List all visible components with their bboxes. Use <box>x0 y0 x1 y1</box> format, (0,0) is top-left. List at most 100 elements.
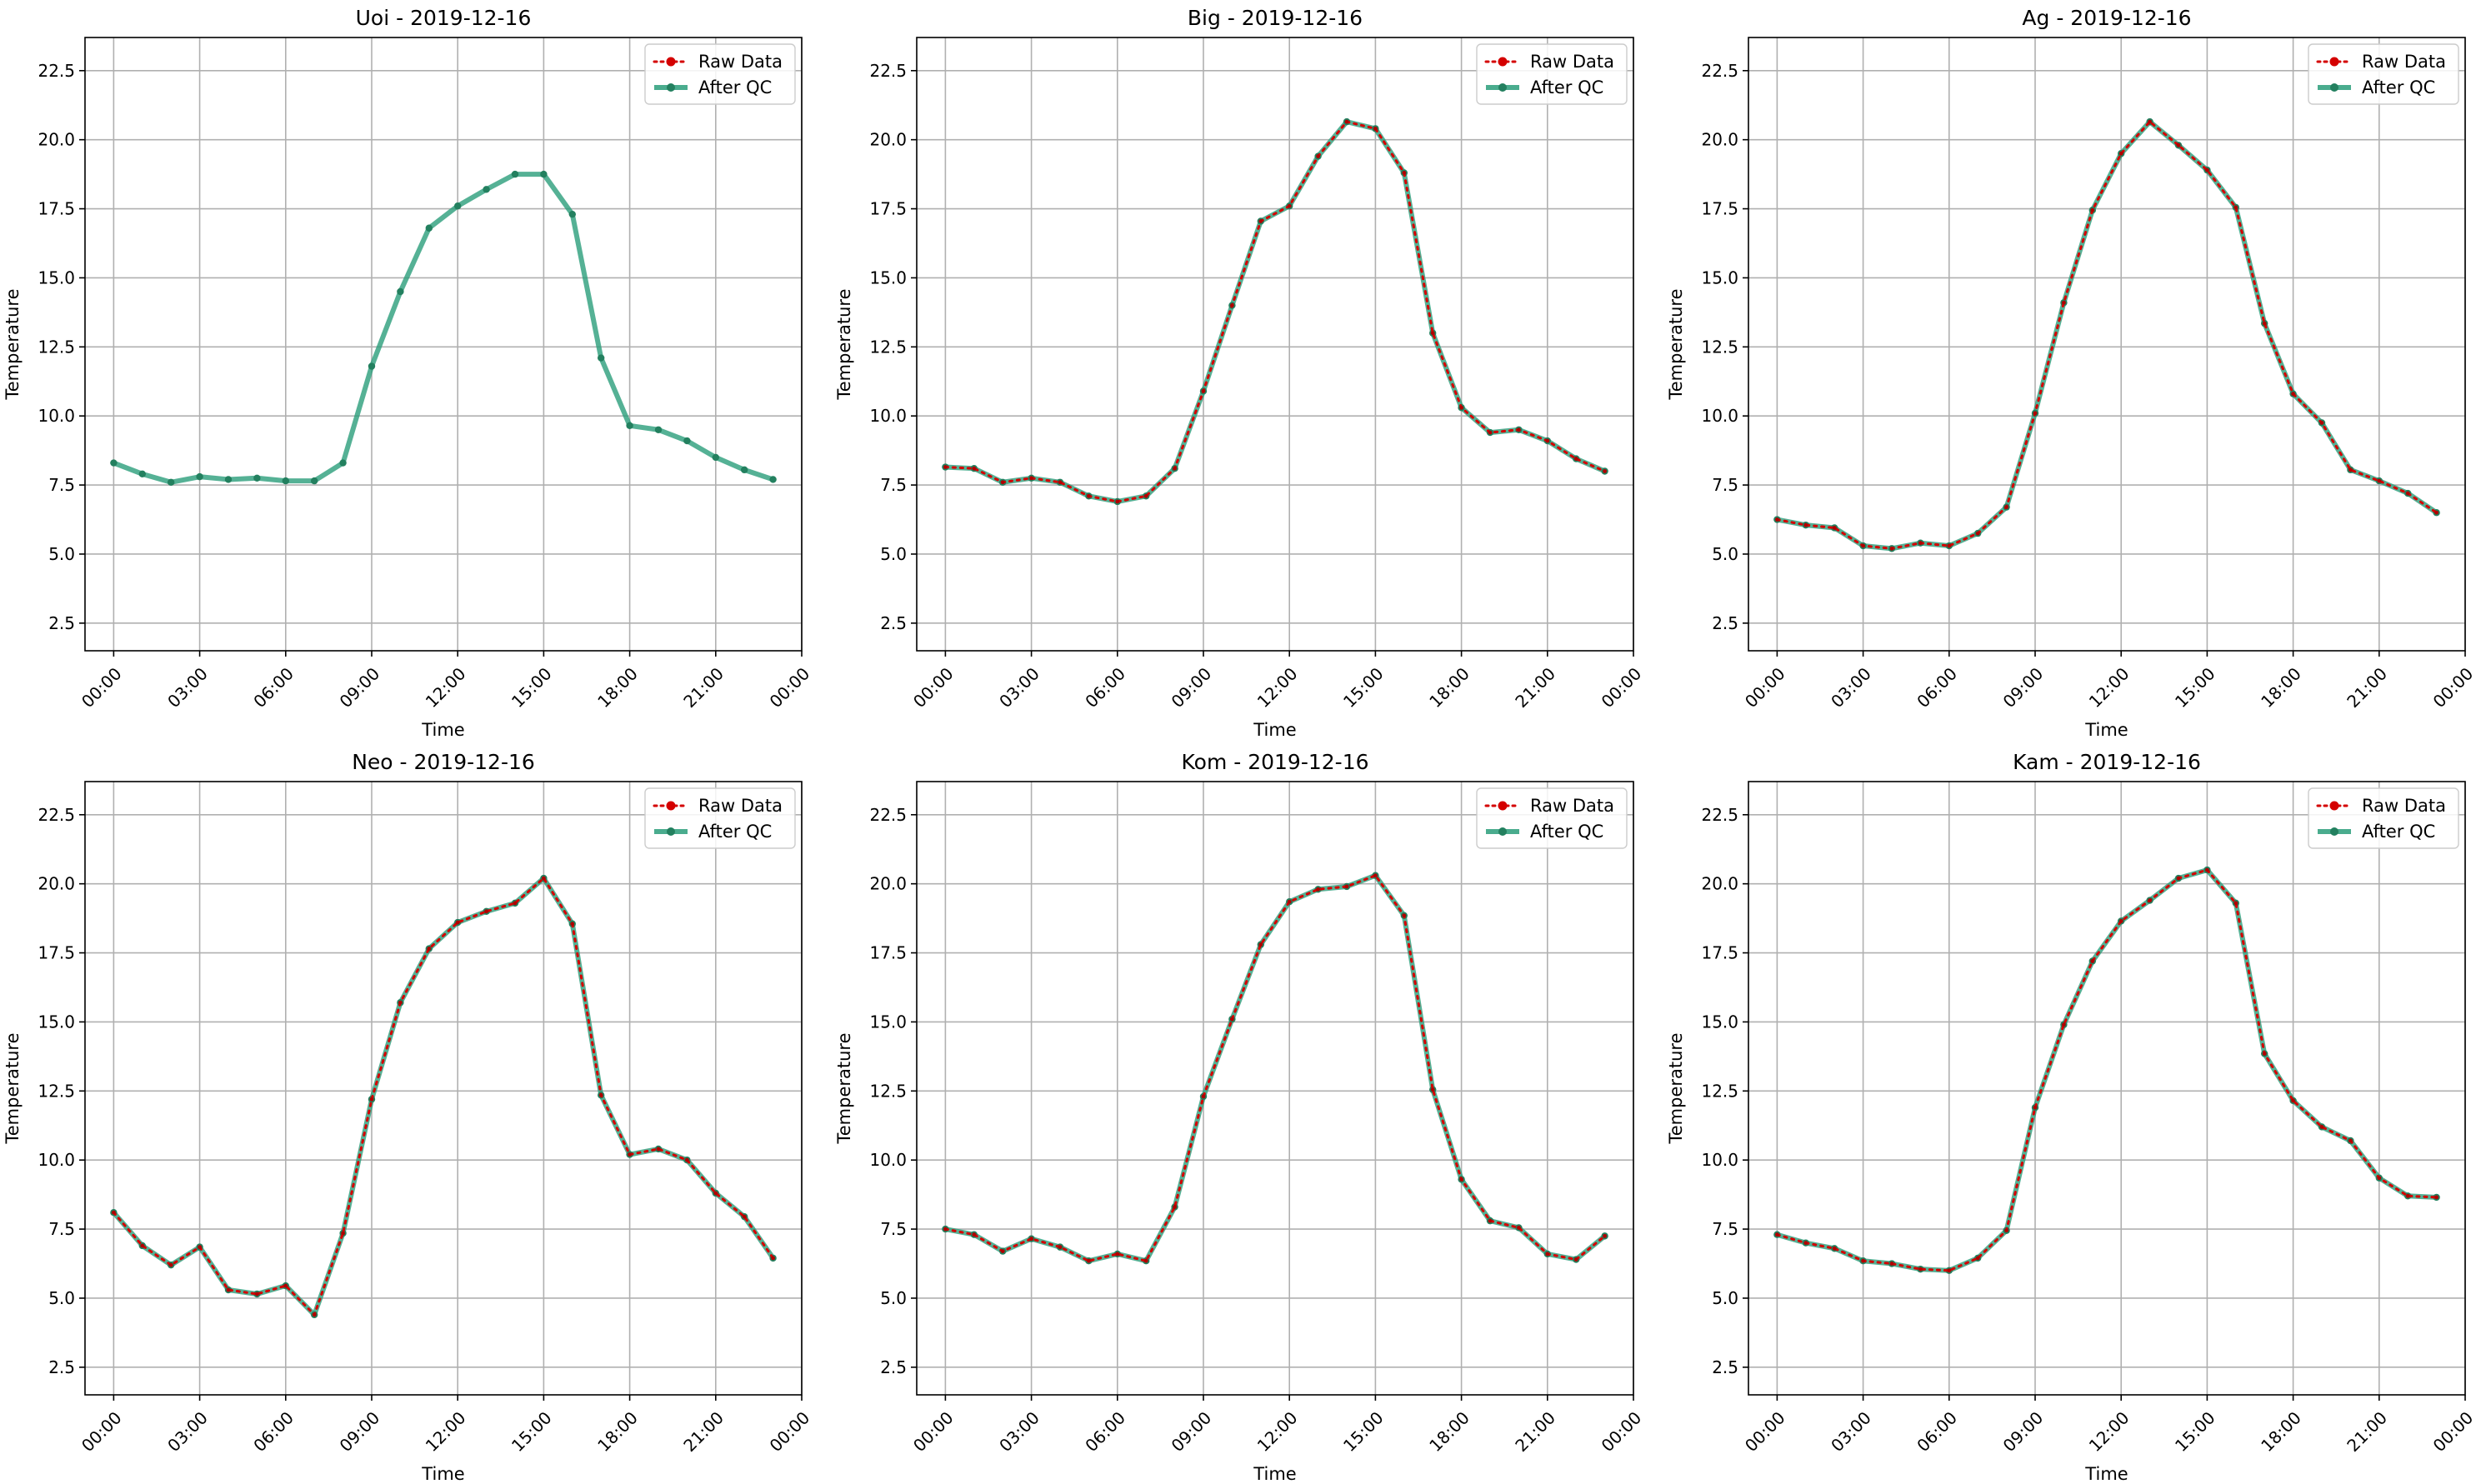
legend: Raw Data After QC <box>1476 787 1628 849</box>
after-qc-point <box>540 170 548 178</box>
raw-data-point <box>2033 411 2038 416</box>
x-tick-label: 15:00 <box>2171 1407 2219 1456</box>
after-qc-line <box>1774 867 2439 1273</box>
legend-qc-marker <box>667 83 675 92</box>
y-tick-label: 12.5 <box>869 1081 907 1101</box>
after-qc-point <box>282 477 289 485</box>
y-tick-label: 15.0 <box>869 267 907 287</box>
raw-data-point <box>1775 517 1779 522</box>
raw-data-point <box>1287 203 1292 208</box>
raw-data-point <box>255 1292 259 1297</box>
raw-data-point <box>2233 205 2238 210</box>
raw-data-line <box>1775 120 2438 550</box>
x-tick-label: 00:00 <box>1598 663 1646 712</box>
x-tick-label: 09:00 <box>336 1407 384 1456</box>
x-tick-label: 09:00 <box>336 663 384 712</box>
x-tick-label: 03:00 <box>995 1407 1043 1456</box>
y-tick-label: 20.0 <box>869 130 907 150</box>
x-tick-label: 09:00 <box>1168 1407 1216 1456</box>
raw-data-point <box>2205 867 2209 872</box>
y-axis-label: Temperature <box>1666 288 1686 400</box>
legend: Raw Data After QC <box>2308 787 2459 849</box>
raw-data-point <box>1517 427 1521 432</box>
legend-qc-marker <box>2330 83 2338 92</box>
raw-data-point <box>1143 1258 1148 1263</box>
x-tick-label: 03:00 <box>163 1407 212 1456</box>
raw-data-point <box>1373 873 1378 878</box>
after-qc-point <box>425 224 433 232</box>
after-qc-point <box>454 202 462 210</box>
x-axis-label: Time <box>2084 1464 2128 1484</box>
panel-6: 2.5 5.0 7.5 10.0 12.5 15.0 17.5 20.0 22.5 00:00 03… <box>1666 750 2477 1484</box>
raw-data-point <box>1918 541 1923 546</box>
legend-qc-label: After QC <box>698 77 772 97</box>
raw-data-point <box>2205 167 2209 172</box>
x-tick-label: 00:00 <box>909 663 958 712</box>
raw-data-point <box>168 1262 173 1267</box>
raw-data-point <box>2004 1228 2009 1233</box>
y-tick-label: 22.5 <box>38 61 75 81</box>
raw-data-point <box>2233 901 2238 906</box>
after-qc-point <box>483 186 490 193</box>
after-qc-point <box>654 426 663 433</box>
raw-data-point <box>1201 388 1206 393</box>
y-tick-label: 5.0 <box>880 544 907 564</box>
raw-data-point <box>2062 300 2066 305</box>
raw-data-point <box>972 466 977 471</box>
legend: Raw Data After QC <box>1476 43 1628 105</box>
y-tick-label: 2.5 <box>1712 613 1738 633</box>
legend-qc-marker <box>1498 83 1507 92</box>
raw-data-point <box>1889 1262 1894 1266</box>
y-tick-label: 20.0 <box>1701 874 1738 894</box>
y-tick-label: 20.0 <box>1701 130 1738 150</box>
y-tick-label: 22.5 <box>1701 805 1738 825</box>
x-tick-label: 21:00 <box>679 1407 728 1456</box>
raw-data-point <box>1143 493 1148 498</box>
y-axis-label: Temperature <box>3 288 23 400</box>
raw-data-point <box>1803 522 1808 527</box>
raw-data-point <box>656 1147 661 1152</box>
x-tick-label: 00:00 <box>1741 663 1789 712</box>
raw-data-point <box>1115 499 1120 504</box>
y-tick-label: 10.0 <box>38 406 75 426</box>
raw-data-point <box>570 922 575 927</box>
raw-data-point <box>2434 1195 2439 1200</box>
raw-data-point <box>2319 1125 2324 1129</box>
raw-data-point <box>1058 1245 1063 1250</box>
raw-data-point <box>1344 119 1349 124</box>
raw-data-point <box>2262 1052 2267 1056</box>
x-tick-label: 18:00 <box>1425 663 1473 712</box>
raw-data-point <box>2262 321 2267 326</box>
raw-data-point <box>2090 959 2095 963</box>
raw-data-point <box>2348 467 2353 472</box>
raw-data-point <box>1975 531 1980 536</box>
legend-raw-marker <box>2329 57 2339 67</box>
legend-raw-marker <box>1498 57 1508 67</box>
y-tick-label: 20.0 <box>38 874 75 894</box>
raw-data-point <box>713 1191 718 1196</box>
raw-data-point <box>2405 491 2410 496</box>
x-tick-label: 06:00 <box>1913 1407 1961 1456</box>
legend-raw-label: Raw Data <box>2362 796 2446 816</box>
y-tick-label: 17.5 <box>38 943 75 963</box>
y-tick-label: 5.0 <box>1712 1288 1738 1308</box>
x-tick-label: 18:00 <box>593 1407 642 1456</box>
raw-data-point <box>1201 1094 1206 1099</box>
legend: Raw Data After QC <box>644 787 796 849</box>
panel-1: 2.5 5.0 7.5 10.0 12.5 15.0 17.5 20.0 22.5 00:00 03… <box>3 6 813 740</box>
after-qc-line <box>111 876 776 1317</box>
y-tick-label: 12.5 <box>38 1081 75 1101</box>
y-axis-label: Temperature <box>834 288 854 400</box>
raw-data-point <box>2090 207 2095 212</box>
x-tick-label: 12:00 <box>2085 663 2133 712</box>
y-tick-label: 7.5 <box>1712 1219 1738 1239</box>
raw-data-point <box>972 1232 977 1237</box>
after-qc-point <box>368 362 376 370</box>
y-tick-label: 15.0 <box>38 267 75 287</box>
panel-title: Big - 2019-12-16 <box>1188 6 1363 30</box>
x-tick-label: 15:00 <box>2171 663 2219 712</box>
raw-data-point <box>1775 1232 1779 1237</box>
x-tick-label: 12:00 <box>2085 1407 2133 1456</box>
plot-area <box>916 37 1634 652</box>
x-tick-label: 00:00 <box>78 1407 126 1456</box>
